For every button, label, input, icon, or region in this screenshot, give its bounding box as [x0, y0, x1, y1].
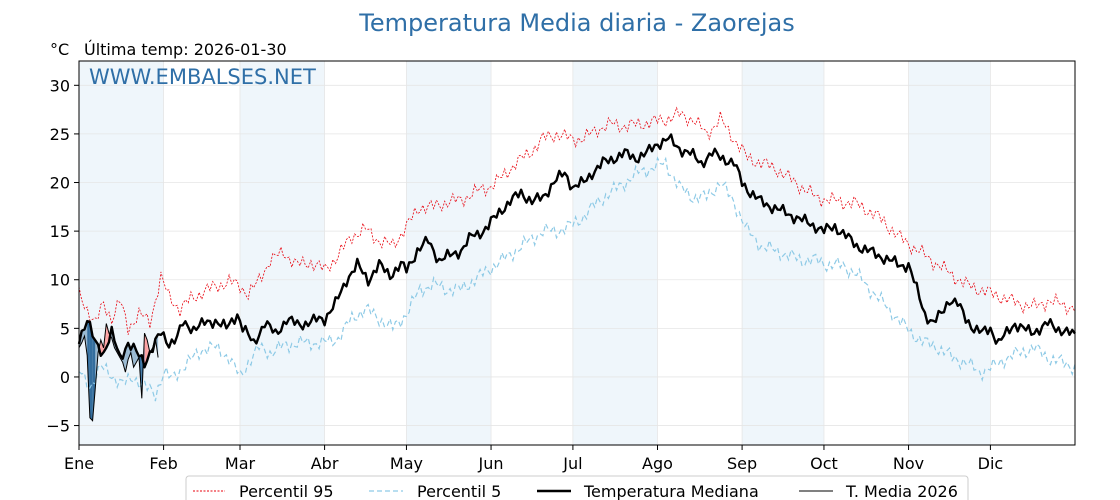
legend-p95-label: Percentil 95	[239, 482, 334, 500]
series-lines	[77, 106, 1076, 422]
x-tick-label-Oct: Oct	[810, 454, 838, 473]
x-tick-label-Dic: Dic	[978, 454, 1004, 473]
y-tick-label-25: 25	[50, 125, 70, 144]
x-axis-ticks: Ene Feb Mar Abr May Jun Jul Ago Sep Oct Nov Dic	[64, 445, 1003, 473]
x-tick-label-Sep: Sep	[727, 454, 757, 473]
x-tick-label-Mar: Mar	[225, 454, 256, 473]
x-tick-label-Jul: Jul	[562, 454, 582, 473]
month-band-3	[572, 61, 658, 445]
x-tick-label-Abr: Abr	[311, 454, 339, 473]
y-tick-label-30: 30	[50, 76, 70, 95]
legend-current-label: T. Media 2026	[845, 482, 958, 500]
month-band-1	[239, 61, 325, 445]
last-temperature-date: Última temp: 2026-01-30	[84, 40, 287, 59]
y-tick-label-10: 10	[50, 271, 70, 290]
x-tick-label-Ago: Ago	[642, 454, 673, 473]
series-mediana-line	[77, 133, 1076, 369]
x-tick-label-Nov: Nov	[893, 454, 924, 473]
legend-p5-label: Percentil 5	[417, 482, 501, 500]
legend-median-label: Temperatura Mediana	[583, 482, 759, 500]
legend: Percentil 95 Percentil 5 Temperatura Med…	[185, 475, 969, 500]
month-band-4	[742, 61, 824, 445]
x-tick-label-Feb: Feb	[149, 454, 177, 473]
y-axis-unit-label: °C	[50, 40, 69, 59]
anomaly-fill-4	[89, 321, 93, 421]
x-tick-label-Jun: Jun	[478, 454, 504, 473]
grid-lines	[78, 61, 1075, 445]
series-percentil-95-line	[78, 106, 1076, 335]
y-tick-label-−5: −5	[46, 417, 70, 436]
y-tick-label-5: 5	[60, 319, 70, 338]
watermark: WWW.EMBALSES.NET	[89, 65, 316, 89]
legend-box	[185, 475, 969, 500]
chart-title: Temperatura Media diaria - Zaorejas	[358, 9, 794, 37]
x-tick-label-May: May	[390, 454, 423, 473]
y-tick-label-0: 0	[60, 368, 70, 387]
anomaly-fill-5	[92, 336, 96, 421]
x-tick-label-Ene: Ene	[64, 454, 94, 473]
y-tick-label-15: 15	[50, 222, 70, 241]
month-shading	[79, 61, 991, 445]
plot-frame	[78, 60, 1076, 446]
series-media-2026-line	[78, 323, 159, 422]
y-tick-label-20: 20	[50, 174, 70, 193]
y-axis-ticks: −5 0 5 10 15 20 25 30	[46, 76, 79, 436]
month-band-5	[908, 61, 991, 445]
